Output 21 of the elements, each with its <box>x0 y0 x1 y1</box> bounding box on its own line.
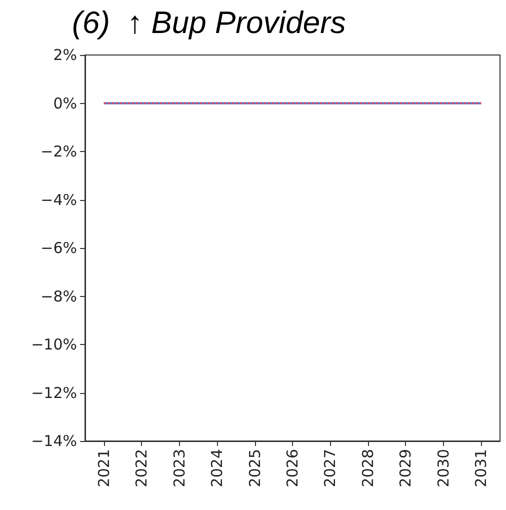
x-tick-label: 2021 <box>94 449 113 488</box>
x-tick-label: 2030 <box>434 449 452 488</box>
y-tick-label: −6% <box>40 239 77 257</box>
y-tick-label: −12% <box>31 384 77 402</box>
x-tick-label: 2026 <box>284 449 302 488</box>
y-tick-label: −4% <box>40 190 77 209</box>
x-tick-label: 2023 <box>170 449 188 488</box>
chart-title: (6) ↑ Bup Providers <box>72 5 346 40</box>
y-tick-label: −2% <box>40 142 77 160</box>
y-tick-label: 0% <box>53 94 77 112</box>
y-tick-label: 2% <box>53 46 77 64</box>
x-tick-label: 2031 <box>472 449 490 488</box>
x-tick-label: 2022 <box>132 449 151 488</box>
y-tick-label: −8% <box>40 287 77 306</box>
x-tick-label: 2025 <box>246 449 264 488</box>
x-tick-label: 2029 <box>396 449 415 488</box>
x-tick-label: 2028 <box>358 449 377 488</box>
x-tick-label: 2024 <box>208 449 226 488</box>
x-tick-label: 2027 <box>321 449 340 488</box>
y-tick-label: −10% <box>31 336 77 354</box>
y-tick-label: −14% <box>31 432 77 450</box>
